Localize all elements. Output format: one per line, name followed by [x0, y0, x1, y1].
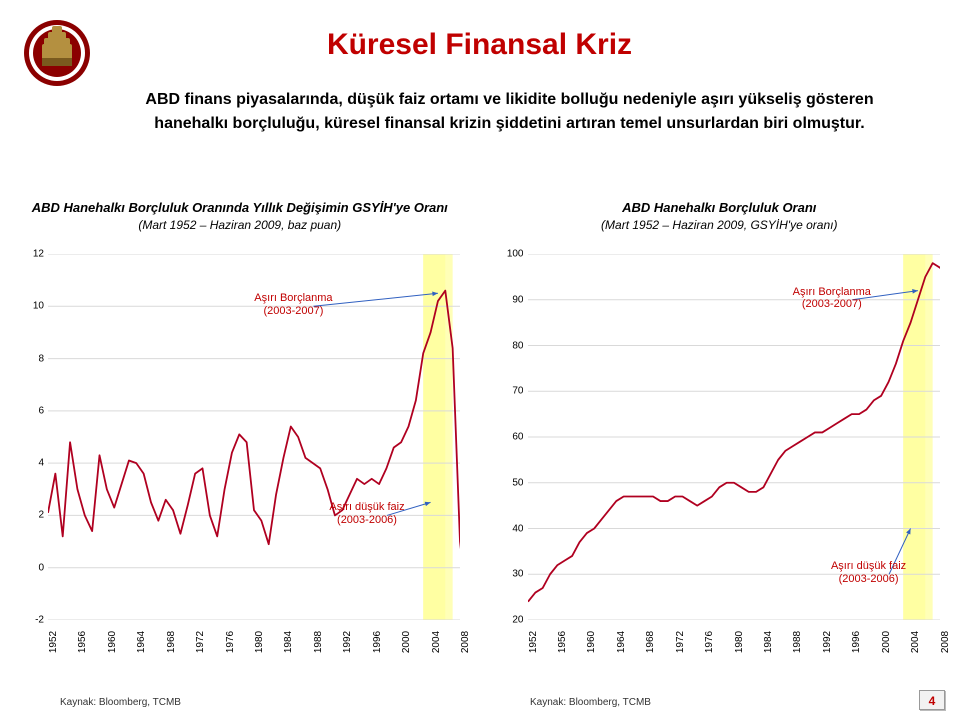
x-tick-label: 2000: [401, 624, 412, 660]
y-tick-label: 90: [484, 294, 524, 305]
chart-right-title: ABD Hanehalkı Borçluluk Oranı (Mart 1952…: [480, 200, 959, 254]
chart-left-plot: -202468101219521956196019641968197219761…: [48, 254, 460, 620]
x-tick-label: 1984: [283, 624, 294, 660]
y-tick-label: 60: [484, 432, 524, 443]
x-tick-label: 1992: [342, 624, 353, 660]
chart-left-title-sub: (Mart 1952 – Haziran 2009, baz puan): [138, 218, 341, 232]
x-tick-label: 1960: [586, 624, 597, 660]
y-tick-label: 12: [4, 249, 44, 260]
x-tick-label: 1952: [528, 624, 539, 660]
x-tick-label: 1968: [645, 624, 656, 660]
x-tick-label: 1972: [675, 624, 686, 660]
x-tick-label: 1972: [195, 624, 206, 660]
x-tick-label: 1984: [763, 624, 774, 660]
y-tick-label: 10: [4, 301, 44, 312]
x-tick-label: 1976: [704, 624, 715, 660]
x-tick-label: 1956: [77, 624, 88, 660]
y-tick-label: 20: [484, 615, 524, 626]
chart-right-title-sub: (Mart 1952 – Haziran 2009, GSYİH'ye oran…: [601, 218, 837, 232]
y-tick-label: 40: [484, 523, 524, 534]
x-tick-label: 2008: [940, 624, 951, 660]
y-tick-label: 4: [4, 458, 44, 469]
intro-text: ABD finans piyasalarında, düşük faiz ort…: [120, 88, 899, 136]
x-tick-label: 1964: [616, 624, 627, 660]
x-tick-label: 1976: [225, 624, 236, 660]
y-tick-label: 70: [484, 386, 524, 397]
chart-left: ABD Hanehalkı Borçluluk Oranında Yıllık …: [0, 200, 480, 660]
chart-left-title: ABD Hanehalkı Borçluluk Oranında Yıllık …: [0, 200, 480, 254]
y-tick-label: 2: [4, 510, 44, 521]
chart-left-title-main: ABD Hanehalkı Borçluluk Oranında Yıllık …: [32, 200, 448, 215]
x-tick-label: 1964: [136, 624, 147, 660]
y-tick-label: 30: [484, 569, 524, 580]
x-tick-label: 1996: [851, 624, 862, 660]
x-tick-label: 1992: [822, 624, 833, 660]
chart-annotation: Aşırı Borçlanma(2003-2007): [243, 292, 343, 317]
x-tick-label: 2008: [460, 624, 471, 660]
page-title: Küresel Finansal Kriz: [0, 28, 959, 62]
y-tick-label: -2: [4, 615, 44, 626]
chart-annotation: Aşırı düşük faiz(2003-2006): [819, 560, 919, 585]
y-tick-label: 80: [484, 340, 524, 351]
x-tick-label: 1968: [166, 624, 177, 660]
page-number: 4: [919, 690, 945, 710]
y-tick-label: 0: [4, 562, 44, 573]
chart-right-plot: 2030405060708090100195219561960196419681…: [528, 254, 940, 620]
x-tick-label: 1956: [557, 624, 568, 660]
chart-right-title-main: ABD Hanehalkı Borçluluk Oranı: [622, 200, 816, 215]
x-tick-label: 1988: [792, 624, 803, 660]
x-tick-label: 1960: [107, 624, 118, 660]
x-tick-label: 1980: [254, 624, 265, 660]
y-tick-label: 100: [484, 249, 524, 260]
chart-annotation: Aşırı düşük faiz(2003-2006): [317, 501, 417, 526]
x-tick-label: 2004: [431, 624, 442, 660]
x-tick-label: 1980: [734, 624, 745, 660]
chart-annotation: Aşırı Borçlanma(2003-2007): [782, 286, 882, 311]
chart-right: ABD Hanehalkı Borçluluk Oranı (Mart 1952…: [480, 200, 959, 660]
source-right: Kaynak: Bloomberg, TCMB: [530, 697, 651, 708]
x-tick-label: 2000: [881, 624, 892, 660]
y-tick-label: 50: [484, 477, 524, 488]
source-left: Kaynak: Bloomberg, TCMB: [60, 697, 181, 708]
x-tick-label: 2004: [910, 624, 921, 660]
x-tick-label: 1996: [372, 624, 383, 660]
y-tick-label: 8: [4, 353, 44, 364]
y-tick-label: 6: [4, 405, 44, 416]
charts-container: ABD Hanehalkı Borçluluk Oranında Yıllık …: [0, 200, 959, 660]
x-tick-label: 1988: [313, 624, 324, 660]
x-tick-label: 1952: [48, 624, 59, 660]
